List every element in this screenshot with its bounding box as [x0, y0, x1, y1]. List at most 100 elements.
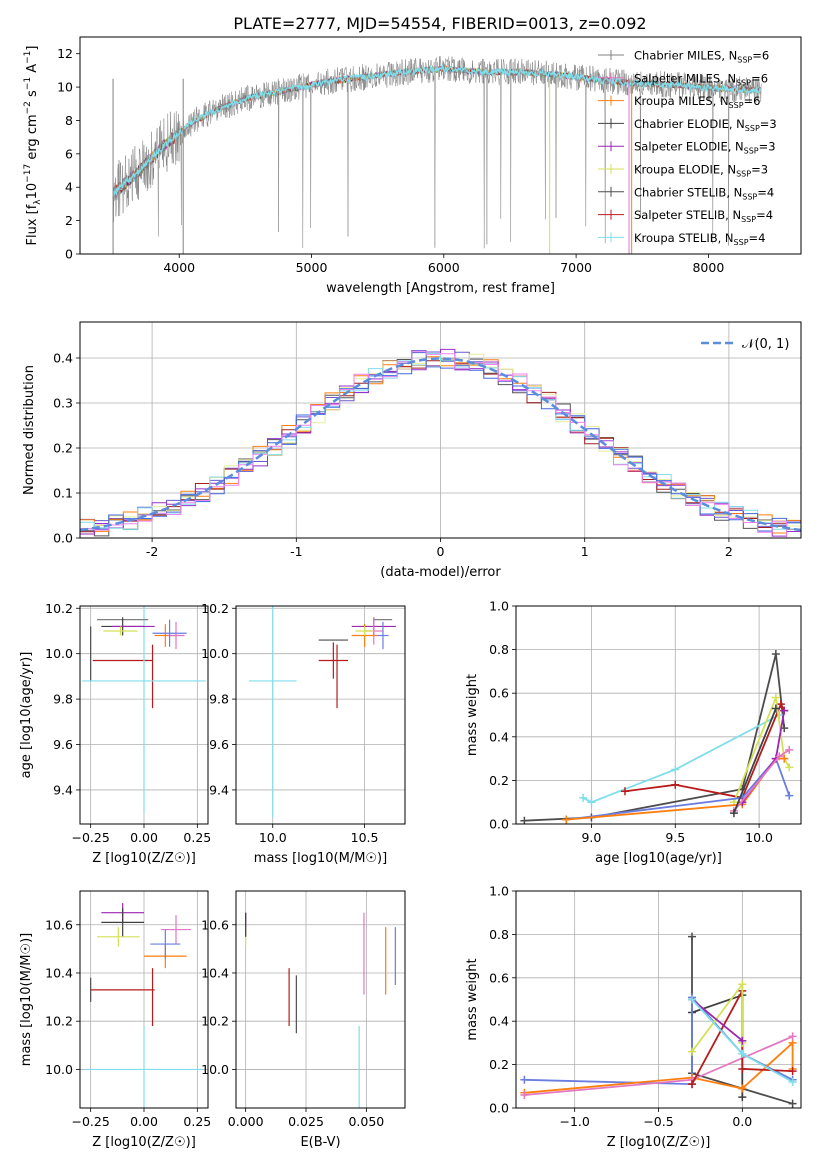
y-tick-label: 0.1 [53, 486, 73, 501]
weight-marker [520, 1075, 529, 1084]
x-axis-label: E(B-V) [300, 1135, 340, 1150]
x-tick-label: 4000 [163, 260, 195, 275]
histogram-series [80, 352, 801, 532]
y-tick-label: 6 [65, 146, 73, 161]
panel-age_vs_Z: −0.25 0.00 0.25 9.4 9.6 9.8 10.0 10.2 Z [log10(Z… [19, 601, 211, 866]
y-tick-label: 8 [65, 113, 73, 128]
x-tick-label: 0.00 [130, 1114, 158, 1129]
y-tick-label: 10.0 [45, 646, 73, 661]
x-tick-label: 0.25 [183, 1114, 211, 1129]
y-tick-label: 12 [57, 46, 73, 61]
y-tick-label: 0.0 [53, 531, 73, 546]
legend-label: Salpeter ELODIE, NSSP=3 [634, 140, 776, 156]
legend-text: Salpeter ELODIE, N [634, 140, 744, 154]
y-tick-label: 0.4 [53, 351, 73, 366]
weight-marker [620, 787, 629, 796]
x-tick-label: 0.025 [288, 1114, 324, 1129]
weight-line [733, 708, 777, 814]
plot-area [516, 606, 801, 824]
y-tick-label: 10.2 [45, 1014, 73, 1029]
legend-label: 𝒩(0, 1) [742, 337, 789, 352]
weight-marker [788, 1099, 797, 1108]
x-tick-label: 0.000 [228, 1114, 264, 1129]
legend-count: =6 [744, 94, 761, 108]
weight-marker [776, 700, 785, 709]
panel-residuals: -2 -1 0 1 2 0.0 0.1 0.2 0.3 0.4 (data-model)/error… [22, 321, 802, 580]
weight-marker [671, 780, 680, 789]
legend-text: Salpeter STELIB, N [634, 208, 741, 222]
weight-marker [785, 791, 794, 800]
panel-mass_weight_vs_age: 9.0 9.5 10.0 0.0 0.2 0.4 0.6 0.8 1.0 age [log10(a… [465, 599, 802, 866]
weight-marker [788, 1032, 797, 1041]
weight-marker [738, 1093, 747, 1102]
y-tick-label: 4 [65, 180, 73, 195]
y-tick-label: 9.8 [53, 692, 73, 707]
y-label-part: erg cm [25, 114, 40, 163]
y-tick-label: 10.6 [45, 917, 73, 932]
y-tick-label: 9.6 [53, 737, 73, 752]
plot-area [80, 322, 801, 538]
error-bar-point [161, 915, 191, 945]
y-label-part: 10 [25, 183, 40, 200]
legend-sub: SSP [729, 101, 744, 110]
legend-text: Kroupa ELODIE, N [634, 163, 736, 177]
weight-marker [780, 706, 789, 715]
plot-area [516, 891, 801, 1108]
x-tick-label: −0.5 [643, 1114, 673, 1129]
legend-count: =4 [749, 231, 766, 245]
weight-marker [738, 1064, 747, 1073]
legend-text: Salpeter MILES, N [634, 71, 736, 85]
panel-mass_vs_Z: −0.25 0.00 0.25 10.0 10.2 10.4 10.6 Z [log10(Z/… [19, 890, 211, 1150]
legend-label: Chabrier STELIB, NSSP=4 [634, 185, 774, 201]
y-label-part: Flux [f [25, 204, 40, 245]
legend-label: Salpeter MILES, NSSP=6 [634, 71, 768, 87]
weight-marker [688, 932, 697, 941]
x-tick-label: −0.25 [72, 1114, 110, 1129]
spectrum-line [112, 56, 762, 249]
y-tick-label: 10 [57, 80, 73, 95]
legend-label: Kroupa ELODIE, NSSP=3 [634, 163, 768, 179]
axes-frame [515, 890, 802, 1109]
y-tick-label: 10.2 [201, 601, 229, 616]
y-label-part: −1 [23, 51, 33, 64]
weight-marker [775, 752, 784, 761]
error-bar-point [377, 621, 389, 650]
y-label-part: −1 [23, 77, 33, 90]
legend-label: Chabrier ELODIE, NSSP=3 [634, 117, 777, 133]
weight-marker [562, 815, 571, 824]
y-label-part: s [25, 90, 40, 101]
legend-count: =4 [757, 185, 774, 199]
y-axis-label: mass [log10(M/M☉)] [19, 933, 34, 1066]
x-tick-label: 1 [581, 544, 589, 559]
weight-marker [688, 995, 697, 1004]
weight-marker [729, 809, 738, 818]
error-bar-point [318, 642, 349, 679]
weight-marker [520, 816, 529, 824]
weight-marker [788, 1067, 797, 1076]
weight-marker [788, 1077, 797, 1086]
axes-frame [79, 36, 802, 255]
y-label-part: ] [25, 46, 40, 51]
legend-label: Kroupa STELIB, NSSP=4 [634, 231, 765, 247]
error-bar-point [248, 606, 297, 818]
x-tick-label: 10.0 [259, 830, 287, 845]
weight-series [520, 649, 789, 824]
weight-marker [771, 704, 780, 713]
x-tick-label: 7000 [560, 260, 592, 275]
weight-marker [738, 1049, 747, 1058]
weight-line [733, 694, 791, 803]
legend-count: =3 [760, 117, 777, 131]
y-tick-label: 0.4 [489, 1014, 509, 1029]
x-axis-label: Z [log10(Z/Z☉)] [607, 1135, 711, 1150]
y-axis-label: Normed distribution [22, 365, 37, 495]
error-bar-point [355, 626, 374, 636]
weight-marker [738, 980, 747, 989]
y-label-part: −2 [23, 101, 33, 114]
x-axis-label: Z [log10(Z/Z☉)] [92, 1135, 196, 1150]
spectrum-line [112, 63, 762, 197]
x-tick-label: -1 [290, 544, 302, 559]
weight-line [691, 981, 744, 1053]
legend-label: Chabrier MILES, NSSP=6 [634, 49, 769, 65]
x-tick-label: 8000 [692, 260, 724, 275]
